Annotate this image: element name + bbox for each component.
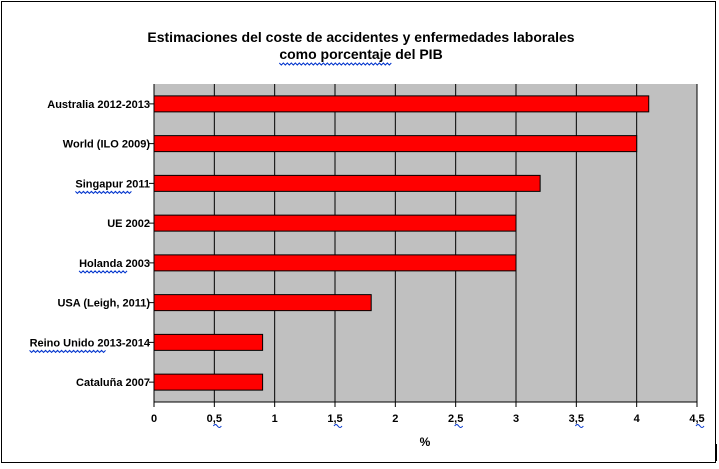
bar	[153, 333, 264, 351]
spellcheck-underline	[695, 424, 705, 428]
x-tick-label: 4	[634, 413, 641, 425]
spellcheck-underline	[574, 424, 584, 428]
frame-edge-mark	[716, 444, 717, 461]
spellcheck-underline	[29, 349, 106, 354]
x-tick-label: 4,5	[689, 413, 704, 425]
spellcheck-underline	[454, 424, 464, 428]
bar	[153, 373, 264, 391]
bar	[153, 95, 650, 113]
x-tick-label: 3	[513, 413, 519, 425]
spellcheck-underline	[278, 62, 392, 66]
category-label: Cataluña 2007	[76, 377, 150, 389]
category-label: World (ILO 2009)	[63, 139, 151, 151]
x-tick-label: 0,5	[207, 413, 222, 425]
bar	[153, 254, 517, 272]
chart-title-line2: como porcentaje del PIB	[279, 46, 442, 62]
axes	[149, 84, 698, 407]
x-tick-label: 2	[392, 413, 398, 425]
x-axis-label: %	[420, 435, 431, 449]
category-labels: Australia 2012-2013 World (ILO 2009) Singa…	[29, 99, 151, 389]
spellcheck-underline	[78, 270, 128, 274]
bar	[153, 135, 638, 153]
x-tick-label: 2,5	[448, 413, 463, 425]
x-tick-label: 3,5	[569, 413, 584, 425]
spellcheck-underline	[333, 424, 343, 428]
category-label: UE 2002	[107, 218, 150, 230]
x-tick-label: 1	[272, 413, 278, 425]
category-label: Singapur 2011	[75, 178, 150, 190]
chart-title-line1: Estimaciones del coste de accidentes y e…	[147, 29, 574, 45]
bar	[153, 174, 541, 192]
category-label: Australia 2012-2013	[47, 99, 150, 111]
bar	[153, 294, 372, 312]
x-tick-label: 1,5	[327, 413, 342, 425]
spellcheck-underline	[212, 424, 222, 428]
bars	[153, 95, 650, 391]
x-tick-label: 0	[151, 413, 157, 425]
spellcheck-underline	[75, 190, 132, 195]
category-label: USA (Leigh, 2011)	[57, 298, 150, 310]
x-tick-labels: 0 0,5 1 1,5 2 2,5 3 3,5 4 4,5	[151, 413, 705, 428]
bar	[153, 214, 517, 232]
plot-area	[154, 84, 697, 402]
category-label: Reino Unido 2013-2014	[30, 337, 151, 349]
category-label: Holanda 2003	[79, 258, 150, 270]
